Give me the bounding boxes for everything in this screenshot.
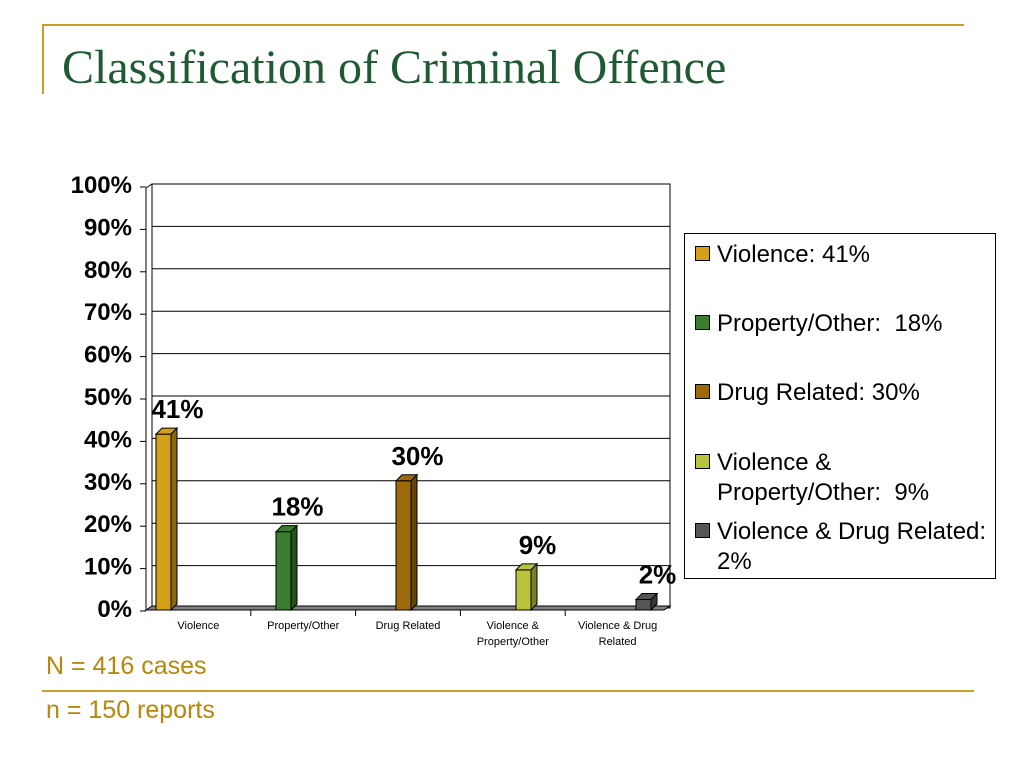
page-title: Classification of Criminal Offence — [62, 41, 727, 94]
y-tick-label: 70% — [84, 299, 132, 326]
footnote-cases: N = 416 cases — [46, 652, 207, 680]
legend-swatch — [695, 454, 710, 469]
x-tick-label: Violence & Drug — [578, 620, 657, 632]
y-tick-label: 60% — [84, 342, 132, 369]
legend-swatch — [695, 384, 710, 399]
left-rule — [42, 24, 44, 94]
data-label: 9% — [519, 530, 557, 560]
bar-side — [170, 426, 178, 612]
y-tick-label: 0% — [97, 596, 132, 623]
data-label: 30% — [391, 441, 443, 471]
legend-item: Drug Related: 30% — [695, 378, 997, 408]
y-tick-label: 40% — [84, 426, 132, 453]
legend-item: Violence & Property/Other: 9% — [695, 448, 997, 508]
data-label: 2% — [639, 560, 677, 590]
legend-label: Property/Other: 18% — [717, 310, 943, 337]
bar-side — [290, 524, 298, 612]
legend-label: Drug Related: 30% — [717, 379, 920, 406]
legend-label: Violence & Property/Other: 9% — [717, 449, 930, 506]
bottom-rule — [42, 690, 974, 692]
legend-swatch — [695, 315, 710, 330]
data-label: 18% — [271, 492, 323, 522]
legend-swatch — [695, 523, 710, 538]
legend-item: Property/Other: 18% — [695, 309, 997, 339]
legend-label: Violence & Drug Related: 2% — [717, 518, 993, 575]
bar — [275, 531, 292, 611]
chart-legend: Violence: 41% Property/Other: 18% Drug R… — [684, 233, 996, 579]
x-tick-label: Violence & — [487, 620, 540, 632]
footnote-reports: n = 150 reports — [46, 696, 215, 724]
y-tick-label: 90% — [84, 214, 132, 241]
legend-item: Violence: 41% — [695, 240, 997, 270]
x-tick-label: Violence — [177, 620, 219, 632]
top-rule — [42, 24, 964, 26]
x-tick-label: Property/Other — [267, 620, 339, 632]
data-label: 41% — [151, 394, 203, 424]
bar — [155, 433, 172, 611]
y-tick-label: 100% — [71, 172, 132, 199]
y-axis-top — [145, 183, 153, 189]
x-tick-label: Property/Other — [477, 636, 549, 648]
bar-side — [650, 592, 658, 612]
legend-swatch — [695, 246, 710, 261]
y-tick-label: 20% — [84, 511, 132, 538]
legend-label: Violence: 41% — [717, 241, 870, 268]
bar-side — [410, 473, 418, 612]
bar-side — [530, 562, 538, 612]
bar — [395, 480, 412, 611]
legend-item: Violence & Drug Related: 2% — [695, 517, 997, 577]
x-tick-label: Drug Related — [376, 620, 441, 632]
bar — [515, 569, 532, 611]
y-tick-label: 10% — [84, 554, 132, 581]
y-tick-label: 50% — [84, 384, 132, 411]
bar — [635, 599, 652, 611]
y-tick-label: 30% — [84, 469, 132, 496]
x-tick-label: Related — [599, 636, 637, 648]
y-tick-label: 80% — [84, 257, 132, 284]
